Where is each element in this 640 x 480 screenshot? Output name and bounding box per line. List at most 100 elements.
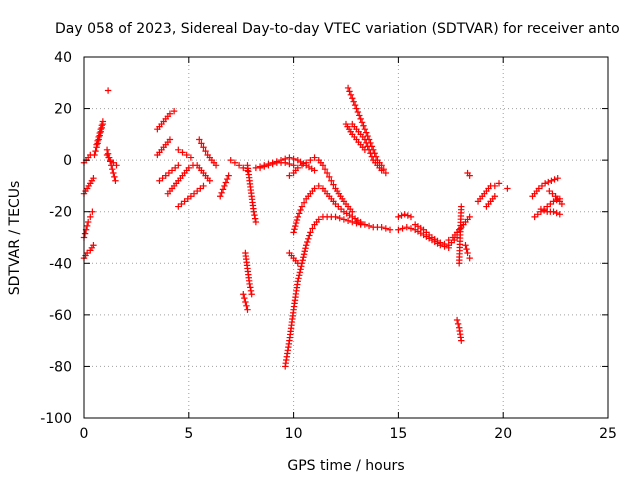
data-point (196, 136, 203, 143)
data-point (363, 129, 370, 136)
data-point (463, 245, 470, 253)
data-point (282, 159, 289, 166)
data-point (269, 160, 276, 168)
series-s42 (483, 193, 499, 210)
series-s28 (286, 249, 301, 267)
data-point (462, 242, 469, 249)
data-point (382, 169, 390, 177)
data-point (291, 226, 298, 233)
data-point (83, 222, 91, 230)
data-point (326, 173, 333, 181)
data-point (90, 242, 97, 249)
data-point (202, 147, 209, 155)
data-point (247, 287, 255, 294)
data-point (256, 164, 264, 172)
data-point (307, 229, 314, 236)
series-s40 (464, 169, 473, 179)
data-point (407, 225, 415, 232)
data-point (302, 159, 310, 166)
x-tick-label: 25 (599, 426, 617, 442)
data-point (200, 144, 207, 151)
data-point (97, 126, 104, 133)
data-point (219, 186, 227, 193)
data-point (227, 156, 234, 164)
series-s41 (474, 182, 494, 205)
data-point (240, 291, 247, 298)
chart-title: Day 058 of 2023, Sidereal Day-to-day VTE… (55, 21, 620, 37)
data-point (553, 209, 560, 217)
y-tick-label: 40 (54, 50, 72, 66)
data-point (398, 212, 405, 219)
data-point (179, 149, 186, 156)
data-point (111, 173, 118, 181)
data-point (92, 147, 99, 155)
data-point (96, 129, 103, 137)
data-point (347, 91, 355, 99)
data-point (454, 320, 462, 328)
series-s45 (529, 174, 561, 200)
data-point (330, 181, 337, 188)
data-point (346, 88, 353, 95)
data-point (292, 219, 300, 227)
data-point (200, 182, 207, 190)
data-point (166, 136, 174, 143)
data-point (304, 238, 311, 246)
y-tick-label: -100 (40, 411, 72, 427)
data-point (349, 95, 356, 102)
data-point (364, 143, 371, 150)
data-point (315, 182, 322, 190)
data-point (298, 203, 306, 210)
data-point (311, 167, 318, 174)
series-s1 (80, 151, 94, 166)
series-s4 (80, 242, 97, 262)
data-point (235, 162, 243, 169)
data-point (556, 211, 563, 218)
data-point (298, 263, 305, 270)
data-point (382, 225, 390, 232)
series-s47 (537, 205, 563, 218)
series-s30 (349, 120, 385, 174)
data-point (301, 248, 308, 255)
x-tick-label: 0 (80, 426, 89, 442)
y-tick-label: -40 (49, 256, 72, 272)
data-point (550, 198, 557, 205)
series-s26 (282, 213, 364, 370)
series-s22 (240, 291, 251, 313)
data-point (466, 213, 473, 221)
data-point (364, 132, 371, 140)
x-axis-label: GPS time / hours (287, 458, 404, 474)
data-point (185, 164, 192, 172)
data-point (290, 229, 297, 236)
data-point (344, 84, 352, 92)
data-point (300, 254, 307, 261)
data-point (378, 167, 385, 174)
data-point (395, 213, 402, 221)
data-point (170, 107, 178, 115)
series-s11 (154, 136, 174, 159)
data-point (491, 182, 499, 190)
data-point (399, 225, 406, 232)
data-point (217, 193, 224, 200)
data-point (286, 154, 293, 161)
data-point (553, 196, 560, 204)
series-s27 (290, 182, 364, 236)
data-point (89, 208, 96, 215)
data-point (302, 242, 310, 249)
data-point (95, 133, 102, 141)
data-point (90, 174, 97, 182)
data-point (175, 146, 182, 154)
data-point (491, 193, 499, 200)
data-point (198, 140, 205, 147)
axis-ticks (83, 56, 609, 419)
data-point (104, 87, 112, 94)
data-point (297, 266, 304, 273)
data-point (378, 223, 385, 231)
data-point (344, 217, 352, 224)
data-point (407, 213, 415, 221)
series-s6 (93, 118, 107, 148)
series-s48 (546, 187, 566, 208)
data-point (554, 174, 561, 182)
data-point (311, 154, 318, 161)
data-point (360, 122, 367, 129)
